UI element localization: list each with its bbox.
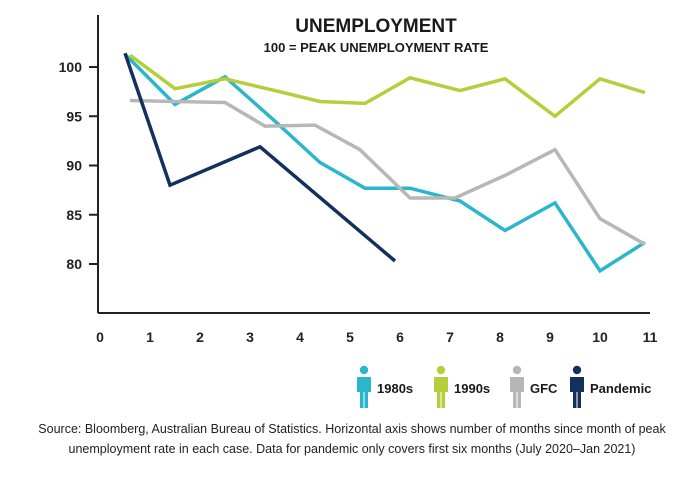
x-tick-label: 1 (146, 329, 154, 345)
y-tick-label: 100 (59, 59, 83, 75)
legend-item-pandemic: Pandemic (570, 365, 651, 408)
x-tick-label: 11 (643, 329, 658, 345)
x-tick-label: 2 (196, 329, 204, 345)
series-line-1980s (123, 52, 646, 274)
legend-label: 1980s (377, 381, 413, 396)
legend-item-gfc: GFC (510, 365, 558, 408)
x-tick-label: 5 (346, 329, 354, 345)
x-tick-label: 3 (246, 329, 254, 345)
person-icon (434, 365, 448, 408)
person-icon (570, 365, 584, 408)
x-tick-label: 9 (546, 329, 554, 345)
chart-title: UNEMPLOYMENT (295, 16, 457, 37)
source-note: Source: Bloomberg, Australian Bureau of … (38, 422, 666, 456)
legend-item-1990s: 1990s (434, 365, 490, 408)
legend-item-1980s: 1980s (357, 365, 413, 408)
series-line-pandemic (123, 52, 397, 263)
series-line-1990s (128, 53, 646, 119)
y-tick-label: 95 (66, 108, 82, 124)
x-tick-label: 10 (592, 329, 608, 345)
x-tick-label: 4 (296, 329, 304, 345)
y-tick-label: 85 (66, 207, 82, 223)
legend: 1980s 1990s GFC Pandemic (357, 365, 651, 408)
y-tick-label: 90 (66, 158, 82, 174)
legend-label: GFC (530, 381, 558, 396)
chart-subtitle: 100 = PEAK UNEMPLOYMENT RATE (264, 40, 489, 55)
x-tick-label: 0 (96, 329, 104, 345)
series-lines (123, 52, 646, 274)
x-tick-label: 7 (446, 329, 454, 345)
legend-label: 1990s (454, 381, 490, 396)
unemployment-line-chart: UNEMPLOYMENT 100 = PEAK UNEMPLOYMENT RAT… (59, 15, 658, 408)
x-tick-label: 8 (496, 329, 504, 345)
person-icon (357, 365, 371, 408)
series-line-gfc (129, 98, 646, 246)
axes: 80 85 90 95 100 0 1 2 3 4 5 6 7 8 9 10 11 (59, 15, 658, 345)
x-tick-label: 6 (396, 329, 404, 345)
legend-label: Pandemic (590, 381, 651, 396)
person-icon (510, 365, 524, 408)
y-tick-label: 80 (66, 256, 82, 272)
